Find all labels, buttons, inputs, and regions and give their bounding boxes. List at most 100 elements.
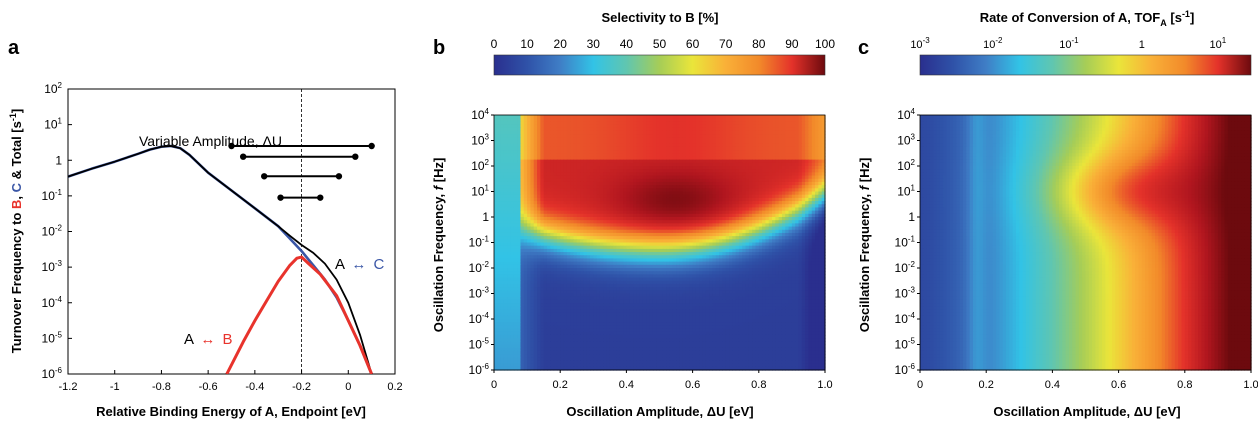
b-cell — [699, 175, 704, 180]
b-cell — [818, 188, 823, 193]
b-cell — [513, 118, 518, 122]
b-cell — [699, 130, 704, 135]
b-cell — [669, 137, 674, 142]
b-cell — [666, 194, 671, 199]
b-cell — [748, 172, 753, 177]
b-cell — [778, 194, 783, 199]
b-cell — [811, 178, 816, 183]
b-cell — [738, 169, 743, 173]
b-cell — [768, 124, 773, 129]
b-cell — [788, 118, 793, 122]
b-cell — [503, 121, 508, 126]
b-cell — [609, 153, 614, 158]
b-cell — [715, 150, 720, 154]
b-cell — [560, 159, 565, 164]
b-cell — [815, 201, 819, 205]
b-cell — [629, 137, 634, 142]
b-cell — [801, 127, 806, 132]
b-cell — [550, 181, 555, 186]
b-cell — [755, 118, 760, 122]
b-cell — [781, 181, 786, 186]
b-cell — [748, 156, 753, 161]
b-cell — [586, 150, 591, 154]
b-cell — [722, 201, 727, 205]
b-cell — [497, 191, 502, 196]
b-cell — [725, 185, 730, 189]
b-cell — [649, 175, 654, 180]
b-cell — [689, 204, 694, 209]
b-cell — [636, 140, 641, 145]
b-cell — [497, 197, 502, 202]
b-cell — [596, 146, 601, 151]
b-cell — [762, 188, 767, 193]
b-cell — [795, 140, 800, 145]
b-cell — [715, 156, 720, 161]
b-cell — [649, 201, 654, 205]
b-cell — [818, 143, 823, 148]
b-cell — [795, 121, 800, 126]
b-cell — [510, 115, 515, 119]
b-cell — [719, 130, 723, 135]
b-cell — [503, 194, 508, 199]
b-cell — [550, 140, 555, 145]
b-cell — [729, 159, 733, 164]
b-cell — [772, 143, 776, 148]
b-cell — [785, 121, 790, 126]
b-cell — [517, 181, 522, 186]
b-cell — [719, 134, 723, 138]
b-cell — [768, 197, 773, 202]
b-cell — [719, 194, 723, 199]
b-cell — [566, 181, 571, 186]
b-cell — [795, 175, 800, 180]
b-cell — [540, 130, 545, 135]
b-cell — [500, 130, 505, 135]
b-cell — [709, 178, 714, 183]
b-cell — [616, 166, 621, 170]
b-cell — [639, 121, 644, 126]
b-cell — [745, 118, 750, 122]
b-cell — [778, 118, 783, 122]
b-cell — [712, 134, 717, 138]
b-cell — [553, 178, 558, 183]
b-cell — [596, 181, 601, 186]
b-cell — [815, 166, 819, 170]
b-cell — [609, 185, 614, 189]
b-cell — [642, 194, 647, 199]
b-cell — [768, 172, 773, 177]
b-cell — [659, 156, 664, 161]
b-cell — [626, 118, 631, 122]
label-a-c-right: C — [374, 256, 385, 273]
b-cell — [520, 118, 525, 122]
b-cell — [609, 201, 614, 205]
b-cell — [606, 169, 611, 173]
b-cell — [715, 194, 720, 199]
b-cell — [715, 140, 720, 145]
b-cell — [662, 175, 667, 180]
b-cell — [762, 130, 767, 135]
b-cell — [589, 130, 594, 135]
panel-a-ylabel: Turnover Frequency to B, C & Total [s-1] — [8, 109, 24, 353]
b-cell — [798, 166, 803, 170]
b-cell — [652, 191, 657, 196]
b-cell — [520, 204, 525, 209]
b-cell — [762, 175, 767, 180]
b-cell — [626, 134, 631, 138]
b-cell — [805, 118, 810, 122]
b-cell — [636, 204, 641, 209]
b-cell — [725, 137, 730, 142]
b-cell — [788, 178, 793, 183]
b-cell — [550, 162, 555, 167]
b-cell — [725, 127, 730, 132]
b-cell — [742, 156, 747, 161]
b-cell — [821, 130, 826, 135]
b-cell — [725, 181, 730, 186]
b-cell — [510, 169, 515, 173]
b-cell — [821, 115, 826, 119]
b-cell — [666, 178, 671, 183]
b-cell — [695, 137, 700, 142]
b-cell — [785, 140, 790, 145]
b-cell — [768, 204, 773, 209]
b-cell — [818, 201, 823, 205]
b-cell — [533, 153, 538, 158]
b-cell — [669, 194, 674, 199]
